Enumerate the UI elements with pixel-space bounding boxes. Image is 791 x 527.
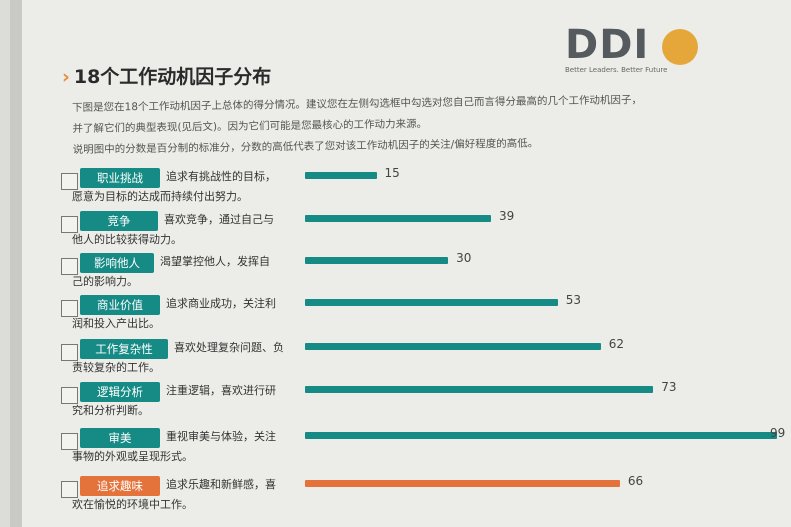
factor-row: 审美 重视审美与体验，关注事物的外观或呈现形式。 99 [10, 426, 791, 471]
factor-name-tag: 审美 [80, 428, 160, 448]
factor-row: 工作复杂性 喜欢处理复杂问题、负责较复杂的工作。 62 [10, 337, 791, 382]
factor-score-bar [305, 343, 601, 350]
factor-checkbox[interactable] [61, 344, 78, 361]
factor-description-continued: 事物的外观或呈现形式。 [72, 450, 193, 463]
factor-checkbox[interactable] [61, 433, 78, 450]
factor-checkbox[interactable] [61, 481, 78, 498]
globe-icon [662, 29, 698, 65]
factor-checkbox[interactable] [61, 300, 78, 317]
factor-score-bar [305, 257, 449, 264]
factor-name-tag: 追求趣味 [80, 476, 160, 496]
factor-description: 注重逻辑，喜欢进行研 [166, 384, 276, 397]
logo-tagline: Better Leaders. Better Future [565, 66, 668, 74]
chevron-right-icon: › [62, 66, 70, 88]
factor-description-continued: 究和分析判断。 [72, 404, 149, 417]
section-title-text: 18个工作动机因子分布 [73, 66, 272, 88]
factor-score-label: 66 [627, 474, 644, 488]
factor-score-label: 53 [565, 293, 582, 307]
factor-checkbox[interactable] [61, 258, 78, 275]
section-title: › 18个工作动机因子分布 [62, 62, 271, 89]
factor-description: 喜欢处理复杂问题、负 [174, 341, 284, 354]
factor-name-tag: 影响他人 [80, 253, 154, 273]
factor-description: 追求有挑战性的目标， [166, 170, 276, 183]
factor-score-bar [305, 215, 492, 222]
factor-score-label: 30 [456, 251, 472, 265]
factor-row: 竞争 喜欢竞争，通过自己与他人的比较获得动力。 39 [10, 209, 791, 254]
factor-description-continued: 欢在愉悦的环境中工作。 [72, 498, 193, 511]
factor-row: 职业挑战 追求有挑战性的目标， 愿意为目标的达成而持续付出努力。 15 [10, 166, 791, 211]
intro-text: 下图是您在18个工作动机因子上总体的得分情况。建议您在左侧勾选框中勾选对您自己而… [72, 89, 713, 161]
factor-name-tag: 竞争 [80, 211, 158, 231]
factor-score-bar [305, 172, 377, 179]
factor-name-tag: 职业挑战 [80, 168, 160, 188]
factor-name-tag: 工作复杂性 [80, 339, 168, 359]
factor-description-continued: 责较复杂的工作。 [72, 361, 160, 374]
factor-score-bar [305, 386, 654, 393]
factor-row: 追求趣味 追求乐趣和新鲜感，喜欢在愉悦的环境中工作。 66 [10, 474, 791, 519]
page-binding [10, 0, 22, 527]
factor-description: 追求乐趣和新鲜感，喜 [166, 478, 276, 491]
factor-checkbox[interactable] [61, 387, 78, 404]
factor-name-tag: 逻辑分析 [80, 382, 160, 402]
factor-score-label: 15 [384, 166, 400, 180]
factor-checkbox[interactable] [61, 216, 78, 233]
factor-score-label: 99 [770, 426, 786, 440]
factor-description-continued: 润和投入产出比。 [72, 317, 160, 330]
factor-row: 逻辑分析 注重逻辑，喜欢进行研究和分析判断。 73 [10, 380, 791, 425]
ddi-logo: DDI Better Leaders. Better Future [565, 22, 715, 78]
factor-score-label: 62 [608, 337, 625, 351]
factor-score-label: 39 [499, 209, 515, 223]
factor-score-label: 73 [661, 380, 677, 394]
report-page: DDI Better Leaders. Better Future › 18个工作… [10, 0, 791, 527]
factor-checkbox[interactable] [61, 173, 78, 190]
factor-description: 追求商业成功，关注利 [166, 297, 276, 310]
factor-score-bar [305, 299, 558, 306]
factor-score-bar [305, 480, 620, 487]
factor-description-continued: 己的影响力。 [72, 275, 138, 288]
factor-description: 渴望掌控他人，发挥自 [160, 255, 270, 268]
factor-score-bar [305, 432, 778, 439]
factor-description: 重视审美与体验，关注 [166, 430, 276, 443]
factor-description-continued: 他人的比较获得动力。 [72, 233, 182, 246]
factor-row: 商业价值 追求商业成功，关注利 润和投入产出比。 53 [10, 293, 791, 338]
factor-name-tag: 商业价值 [80, 295, 160, 315]
logo-text: DDI [565, 22, 650, 68]
factor-description: 喜欢竞争，通过自己与 [164, 213, 274, 226]
factor-description-continued: 愿意为目标的达成而持续付出努力。 [72, 190, 248, 203]
factor-row: 影响他人 渴望掌控他人，发挥自己的影响力。 30 [10, 251, 791, 296]
